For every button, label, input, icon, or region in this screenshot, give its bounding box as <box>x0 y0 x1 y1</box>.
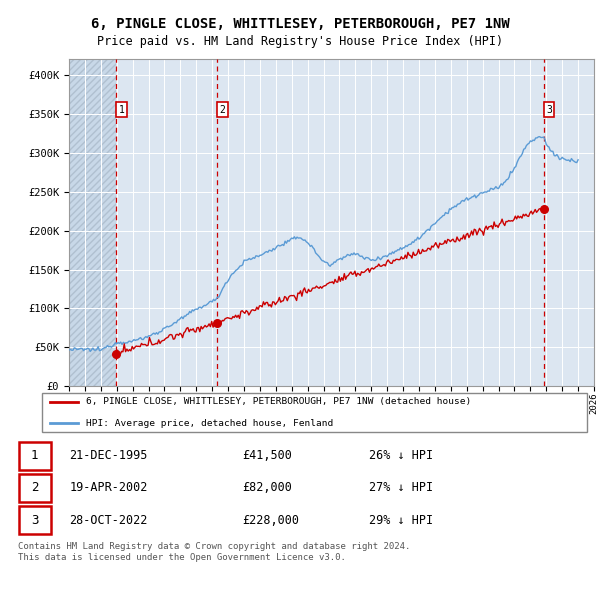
Text: 2: 2 <box>219 105 225 114</box>
Bar <box>69 59 116 386</box>
FancyBboxPatch shape <box>19 442 50 470</box>
Text: 3: 3 <box>31 513 38 526</box>
Text: 29% ↓ HPI: 29% ↓ HPI <box>369 513 433 526</box>
Text: 1: 1 <box>119 105 125 114</box>
Text: 26% ↓ HPI: 26% ↓ HPI <box>369 450 433 463</box>
Text: 19-APR-2002: 19-APR-2002 <box>70 481 148 494</box>
Text: Price paid vs. HM Land Registry's House Price Index (HPI): Price paid vs. HM Land Registry's House … <box>97 35 503 48</box>
Text: 3: 3 <box>546 105 552 114</box>
Text: 1: 1 <box>31 450 38 463</box>
Text: £228,000: £228,000 <box>242 513 299 526</box>
Text: 6, PINGLE CLOSE, WHITTLESEY, PETERBOROUGH, PE7 1NW (detached house): 6, PINGLE CLOSE, WHITTLESEY, PETERBOROUG… <box>86 397 471 407</box>
Text: 21-DEC-1995: 21-DEC-1995 <box>70 450 148 463</box>
FancyBboxPatch shape <box>19 506 50 534</box>
Text: £82,000: £82,000 <box>242 481 292 494</box>
FancyBboxPatch shape <box>42 393 587 432</box>
Text: 27% ↓ HPI: 27% ↓ HPI <box>369 481 433 494</box>
Text: 6, PINGLE CLOSE, WHITTLESEY, PETERBOROUGH, PE7 1NW: 6, PINGLE CLOSE, WHITTLESEY, PETERBOROUG… <box>91 17 509 31</box>
Text: Contains HM Land Registry data © Crown copyright and database right 2024.
This d: Contains HM Land Registry data © Crown c… <box>18 542 410 562</box>
Text: 28-OCT-2022: 28-OCT-2022 <box>70 513 148 526</box>
Text: £41,500: £41,500 <box>242 450 292 463</box>
Text: 2: 2 <box>31 481 38 494</box>
FancyBboxPatch shape <box>19 474 50 502</box>
Text: HPI: Average price, detached house, Fenland: HPI: Average price, detached house, Fenl… <box>86 418 333 428</box>
